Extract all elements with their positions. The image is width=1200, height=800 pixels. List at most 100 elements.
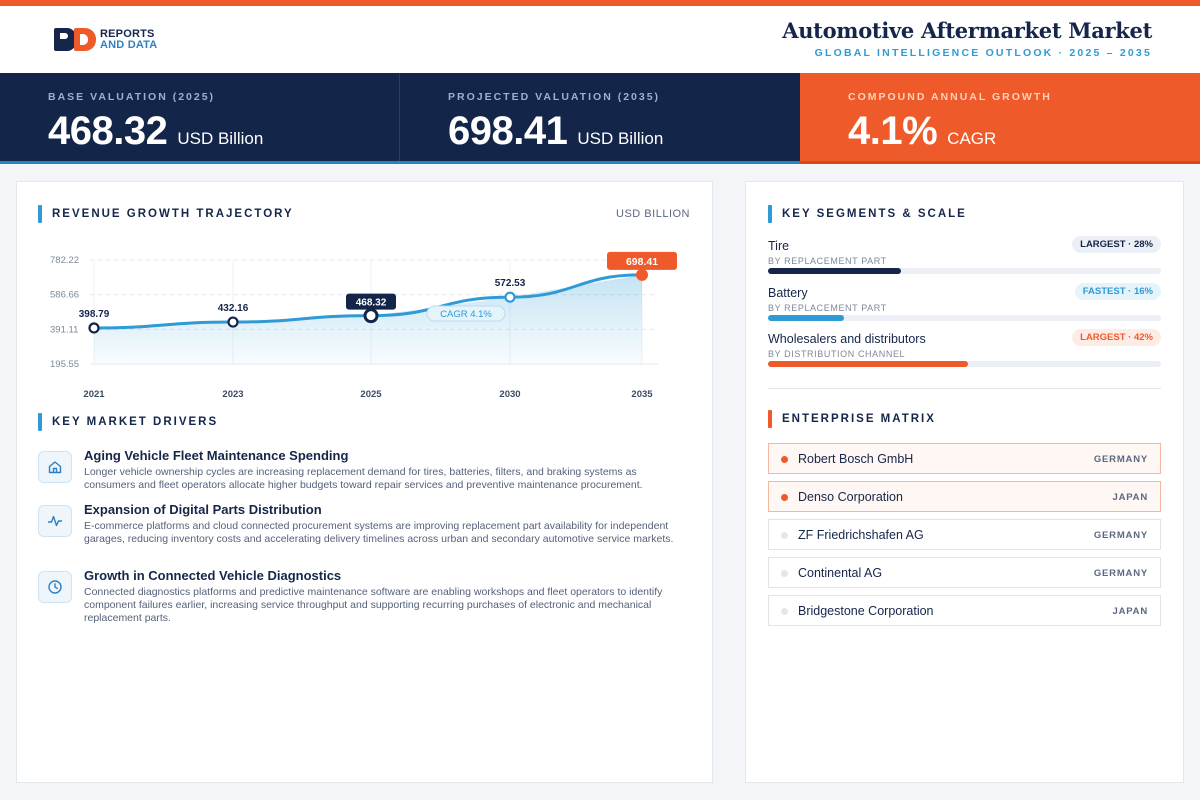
page-header: REPORTS AND DATA Automotive Aftermarket …	[0, 6, 1200, 73]
kpi-unit: CAGR	[947, 129, 997, 148]
segment-category: BY REPLACEMENT PART	[768, 303, 887, 313]
drivers-heading: KEY MARKET DRIVERS	[38, 413, 218, 431]
logo-line-1: REPORTS	[100, 27, 155, 40]
y-tick-label: 782.22	[50, 255, 79, 266]
title-block: Automotive Aftermarket Market GLOBAL INT…	[782, 18, 1152, 59]
data-label: 698.41	[626, 256, 658, 268]
chart-unit-label: USD BILLION	[616, 208, 690, 220]
segment-track	[768, 268, 1161, 274]
enterprise-row: Continental AG GERMANY	[768, 557, 1161, 588]
x-tick-label: 2023	[222, 389, 243, 400]
segment-category: BY REPLACEMENT PART	[768, 256, 887, 266]
logo-text: REPORTS AND DATA	[100, 27, 158, 51]
kpi-value: 698.41	[448, 109, 568, 153]
status-dot	[781, 456, 788, 463]
status-dot	[781, 494, 788, 501]
enterprise-row: Bridgestone Corporation JAPAN	[768, 595, 1161, 626]
data-point	[363, 308, 379, 324]
cagr-annotation: CAGR 4.1%	[440, 309, 492, 320]
x-tick-label: 2030	[499, 389, 520, 400]
cagr-annotation-pill	[426, 305, 506, 322]
kpi-projected-valuation: PROJECTED VALUATION (2035) 698.41 USD Bi…	[400, 73, 800, 164]
segment-share-bar	[768, 268, 902, 274]
top-accent-bar	[0, 0, 1200, 6]
enterprise-heading: ENTERPRISE MATRIX	[768, 410, 936, 428]
base-value-badge	[346, 293, 396, 310]
logo-line-2: AND DATA	[100, 38, 158, 51]
company-name: Bridgestone Corporation	[798, 604, 934, 618]
driver-text: Longer vehicle ownership cycles are incr…	[84, 466, 643, 491]
y-tick-label: 391.11	[50, 324, 78, 335]
data-label: 572.53	[495, 278, 526, 289]
projected-value-badge	[607, 251, 677, 270]
kpi-label: PROJECTED VALUATION (2035)	[448, 91, 661, 103]
left-panel	[16, 181, 713, 783]
data-label: 398.79	[79, 309, 110, 320]
trajectory-heading: REVENUE GROWTH TRAJECTORY	[38, 205, 294, 223]
page-title: Automotive Aftermarket Market	[782, 18, 1152, 43]
section-title: KEY SEGMENTS & SCALE	[782, 208, 967, 220]
company-name: Robert Bosch GmbH	[798, 452, 914, 466]
segment-name: Battery	[768, 286, 808, 300]
kpi-divider	[399, 73, 400, 161]
company-country: JAPAN	[1112, 492, 1148, 503]
kpi-cagr: COMPOUND ANNUAL GROWTH 4.1% CAGR	[800, 73, 1200, 164]
section-accent	[38, 413, 42, 431]
driver-title: Aging Vehicle Fleet Maintenance Spending	[84, 448, 349, 463]
data-label: 468.32	[356, 298, 387, 309]
segment-badge: FASTEST · 16%	[1074, 283, 1161, 300]
driver-title: Growth in Connected Vehicle Diagnostics	[84, 568, 342, 583]
segment-category: BY DISTRIBUTION CHANNEL	[768, 349, 906, 359]
kpi-unit: USD Billion	[177, 129, 264, 148]
kpi-base-valuation: BASE VALUATION (2025) 468.32 USD Billion	[0, 73, 400, 164]
section-accent	[768, 410, 772, 428]
status-dot	[781, 608, 788, 615]
enterprise-row: ZF Friedrichshafen AG GERMANY	[768, 519, 1161, 550]
segment-badge: LARGEST · 42%	[1072, 329, 1161, 346]
segments-heading: KEY SEGMENTS & SCALE	[768, 205, 967, 223]
x-tick-label: 2025	[360, 389, 382, 400]
data-point	[636, 268, 648, 281]
section-accent	[768, 205, 772, 223]
enterprise-row: Denso Corporation JAPAN	[768, 481, 1161, 512]
company-country: GERMANY	[1093, 530, 1148, 541]
x-tick-label: 2021	[83, 389, 105, 400]
brand-logo: REPORTS AND DATA	[54, 28, 157, 51]
segment-share-bar	[768, 315, 845, 321]
segment-track	[768, 361, 1161, 367]
pulse-icon	[38, 505, 72, 537]
driver-text: Connected diagnostics platforms and pred…	[84, 586, 663, 624]
status-dot	[781, 532, 788, 539]
data-label: 432.16	[218, 303, 249, 314]
kpi-label: COMPOUND ANNUAL GROWTH	[848, 91, 1052, 103]
revenue-chart: 782.22 586.66 391.11 195.55 CAGR 4.1% 398.79 4…	[50, 251, 677, 400]
section-divider	[768, 388, 1161, 389]
logo-mark-icon	[54, 28, 96, 51]
company-name: Denso Corporation	[798, 490, 903, 504]
segment-track	[768, 315, 1161, 321]
section-accent	[38, 205, 42, 223]
enterprise-row: Robert Bosch GmbH GERMANY	[768, 443, 1161, 474]
y-tick-label: 195.55	[50, 359, 79, 370]
kpi-label: BASE VALUATION (2025)	[48, 91, 216, 103]
home-icon	[38, 451, 72, 483]
data-point	[504, 291, 516, 303]
y-tick-label: 586.66	[50, 290, 79, 301]
company-name: Continental AG	[798, 566, 883, 580]
data-point	[227, 316, 239, 328]
driver-title: Expansion of Digital Parts Distribution	[84, 502, 322, 517]
segment-name: Wholesalers and distributors	[768, 332, 926, 346]
company-name: ZF Friedrichshafen AG	[798, 528, 924, 542]
data-point	[88, 322, 100, 334]
clock-icon	[38, 571, 72, 603]
segment-name: Tire	[768, 239, 790, 253]
x-tick-label: 2035	[631, 389, 653, 400]
section-title: REVENUE GROWTH TRAJECTORY	[52, 208, 294, 220]
company-country: GERMANY	[1093, 568, 1148, 579]
kpi-unit: USD Billion	[577, 129, 664, 148]
driver-text: E-commerce platforms and cloud connected…	[84, 520, 674, 545]
page-subtitle: GLOBAL INTELLIGENCE OUTLOOK · 2025 – 203…	[814, 47, 1152, 59]
kpi-value: 468.32	[48, 109, 168, 153]
kpi-value: 4.1%	[848, 109, 938, 153]
segment-share-bar	[768, 361, 969, 367]
